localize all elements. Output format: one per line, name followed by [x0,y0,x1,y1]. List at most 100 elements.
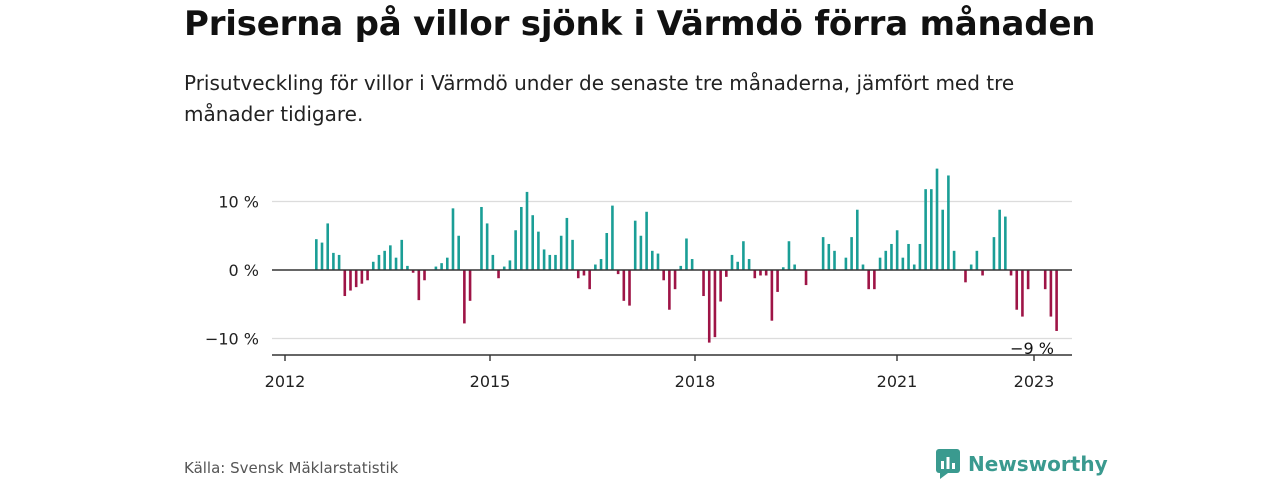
bar [964,270,967,283]
bar [343,270,347,297]
bar [776,270,779,292]
bar [599,259,603,270]
bar [383,250,386,270]
bar [377,254,381,270]
bar [736,261,740,270]
bar [468,270,472,301]
bar [645,211,648,270]
bar [713,270,717,338]
bar [417,270,421,301]
bar [685,238,688,270]
bar [884,250,888,270]
bar [434,266,438,270]
bar [895,230,899,270]
bar [451,208,455,270]
bar [633,220,637,270]
bar [969,264,973,270]
bar [576,270,580,279]
bar [1004,216,1007,270]
bar [571,239,574,270]
bar [349,270,352,291]
x-tick-label: 2012 [265,372,306,391]
bar [411,270,415,273]
bar [525,191,529,270]
bar [833,250,836,270]
source-note: Källa: Svensk Mäklarstatistik [184,459,399,477]
bar [770,270,774,321]
bar [673,270,677,290]
bar [320,242,324,270]
bar [485,223,489,270]
bar [998,209,1001,270]
bar [445,257,449,270]
newsworthy-logo-icon [936,449,960,479]
bar [457,235,460,270]
bar [855,209,859,270]
bar [930,189,933,270]
bar [730,254,734,270]
bar [1055,270,1058,331]
bar [1049,270,1053,317]
bar [332,252,335,271]
bar [702,270,705,297]
bar [793,264,796,270]
bar [628,270,631,306]
chart-title: Priserna på villor sjönk i Värmdö förra … [184,4,1096,44]
bar [781,267,785,270]
bar [975,250,979,270]
bar [690,259,694,270]
bar [1043,270,1047,290]
bar [844,257,848,270]
bar [1015,270,1019,310]
chart-subtitle: Prisutveckling för villor i Värmdö under… [184,71,1015,126]
bar [753,270,757,279]
brand-name: Newsworthy [968,452,1108,476]
bar [548,254,552,270]
bar [440,263,443,270]
bar [878,257,882,270]
bar [821,237,825,270]
bar [992,237,996,270]
bar [725,270,728,277]
bar [719,270,722,302]
last-value-label: −9 % [1010,339,1054,358]
bar [679,265,683,270]
bar [502,266,506,270]
bar [531,215,535,270]
bar [559,235,563,270]
bar [514,230,517,270]
bar [759,270,762,276]
bar [315,239,318,270]
bar [918,243,922,270]
bar [554,254,557,270]
bar [804,270,808,286]
bar [605,233,609,270]
bar [764,270,768,276]
bar [588,270,591,290]
bar [656,253,660,270]
brand-logo[interactable]: Newsworthy [936,449,1108,479]
bar [360,270,364,284]
bar [668,270,671,310]
bar [326,223,330,270]
bar [520,206,523,270]
bar [850,237,853,270]
bar [463,270,466,324]
bar [542,249,546,270]
x-tick-label: 2021 [877,372,918,391]
x-tick-label: 2015 [470,372,511,391]
bar [639,235,643,270]
bar [400,239,404,270]
bar [787,241,791,270]
bar [1009,270,1013,276]
y-tick-label: −10 % [205,330,259,349]
bar [622,270,626,301]
y-tick-label: 0 % [229,261,259,280]
bar [662,270,665,281]
bar [616,270,620,275]
x-tick-label: 2018 [675,372,716,391]
bar [508,260,512,270]
bar [867,270,870,290]
bar [423,270,426,281]
bar [861,264,865,270]
